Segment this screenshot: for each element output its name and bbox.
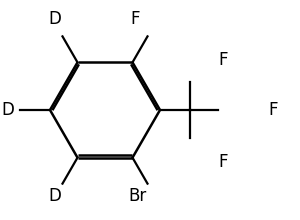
- Text: D: D: [49, 10, 62, 28]
- Text: F: F: [268, 101, 278, 119]
- Text: D: D: [1, 101, 14, 119]
- Text: F: F: [130, 10, 140, 28]
- Text: Br: Br: [129, 187, 147, 205]
- Text: F: F: [218, 51, 227, 69]
- Text: D: D: [49, 187, 62, 205]
- Text: F: F: [218, 153, 227, 171]
